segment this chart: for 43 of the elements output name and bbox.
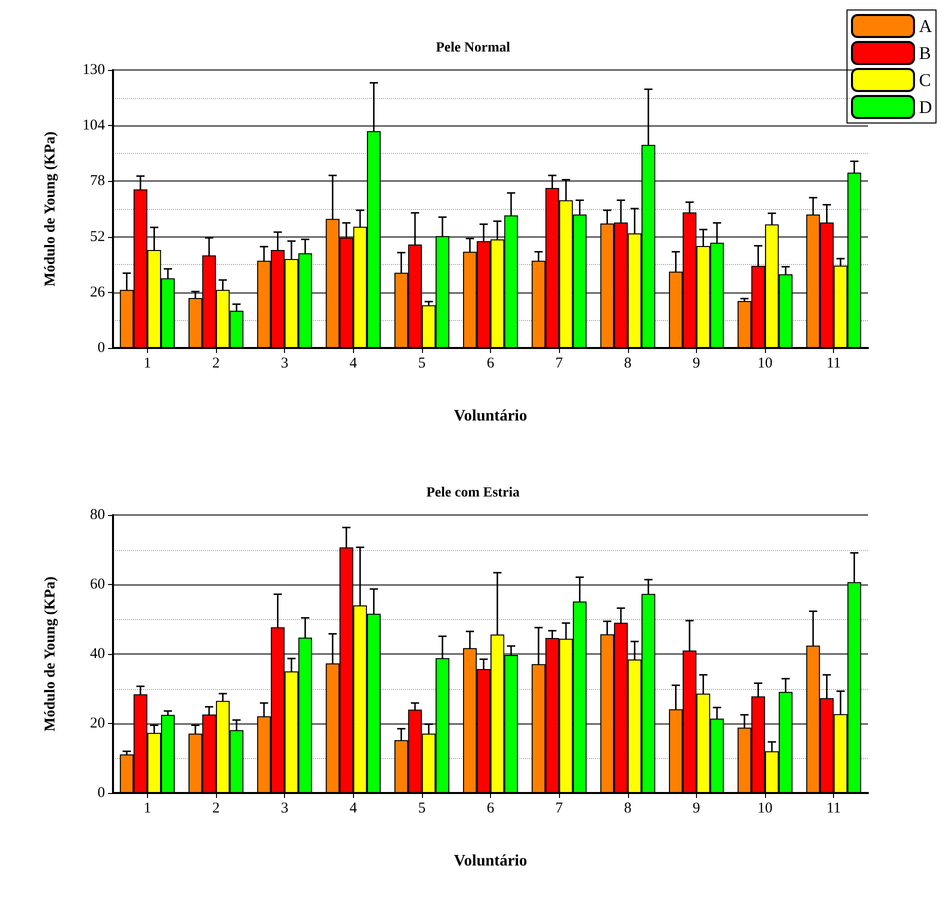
x-tick-label: 9 <box>692 800 700 816</box>
x-tick-label: 2 <box>212 356 220 372</box>
y-axis-title: Módulo de Young (KPa) <box>42 132 58 286</box>
x-tick-label: 6 <box>486 800 495 816</box>
x-tick-label: 7 <box>555 800 564 816</box>
x-tick-label: 3 <box>280 800 288 816</box>
legend-label: C <box>919 70 932 90</box>
x-tick-label: 5 <box>418 800 426 816</box>
y-tick-label: 104 <box>82 118 106 134</box>
y-tick-label: 60 <box>90 576 105 592</box>
y-tick-label: 52 <box>90 228 105 245</box>
x-tick-label: 8 <box>624 356 632 372</box>
y-tick-label: 78 <box>90 173 105 190</box>
y-tick-label: 130 <box>82 62 105 78</box>
x-tick-label: 4 <box>349 800 358 816</box>
x-axis-title: Voluntário <box>454 852 528 870</box>
x-tick-label: 2 <box>212 800 220 816</box>
x-tick-label: 6 <box>486 356 495 372</box>
legend-label: D <box>919 97 932 117</box>
x-tick-label: 1 <box>144 800 152 816</box>
chart-title: Pele com Estria <box>426 486 520 500</box>
y-tick-label: 80 <box>90 507 105 523</box>
x-tick-label: 9 <box>692 356 700 372</box>
x-axis-title: Voluntário <box>454 408 528 424</box>
x-tick-label: 5 <box>418 356 426 372</box>
x-tick-label: 1 <box>144 356 152 372</box>
chart-title: Pele Normal <box>436 40 510 56</box>
y-tick-label: 20 <box>90 716 105 732</box>
y-axis-title: Módulo de Young (KPa) <box>42 576 58 732</box>
y-tick-label: 26 <box>90 284 106 300</box>
x-tick-label: 11 <box>826 800 841 816</box>
x-tick-label: 10 <box>758 800 773 816</box>
y-tick-label: 40 <box>90 646 105 662</box>
legend-label: B <box>919 43 932 63</box>
y-tick-label: 0 <box>98 340 105 356</box>
x-tick-label: 7 <box>555 356 564 372</box>
x-tick-label: 3 <box>280 356 288 372</box>
legend-label: A <box>919 16 932 36</box>
y-tick-label: 0 <box>98 785 105 801</box>
x-tick-label: 11 <box>826 356 841 372</box>
x-tick-label: 10 <box>758 356 773 372</box>
x-tick-label: 8 <box>624 800 632 816</box>
x-tick-label: 4 <box>349 356 358 372</box>
